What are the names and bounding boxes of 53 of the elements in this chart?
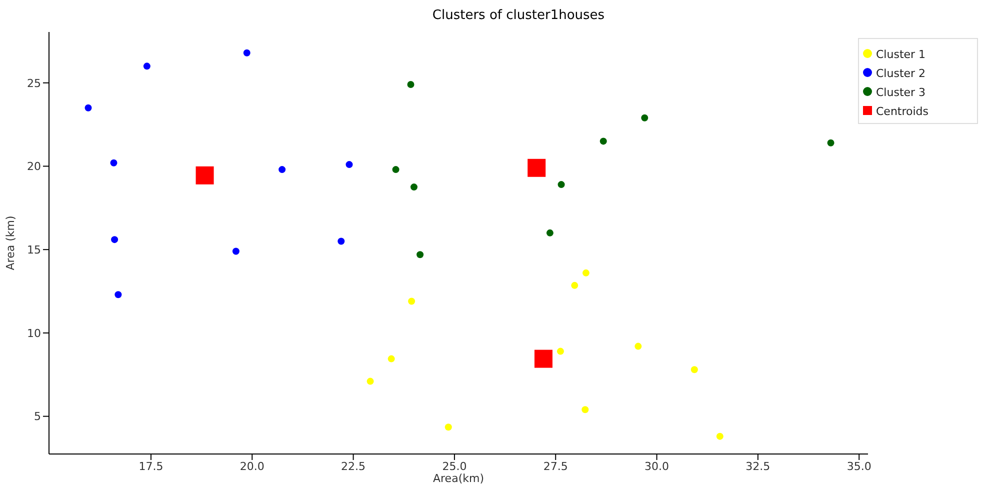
x-tick-label: 27.5 xyxy=(543,460,568,473)
y-tick-label: 5 xyxy=(34,410,41,424)
point xyxy=(528,158,546,177)
x-tick-label: 30.0 xyxy=(644,460,670,473)
y-tick-label: 25 xyxy=(27,76,41,90)
x-tick-label: 25.0 xyxy=(442,460,467,473)
point xyxy=(600,138,607,145)
point xyxy=(84,104,92,112)
x-axis-title: Area(km) xyxy=(433,472,484,485)
point xyxy=(534,350,552,368)
point xyxy=(408,298,416,305)
point xyxy=(232,248,240,255)
point xyxy=(416,251,424,258)
point xyxy=(388,355,395,362)
point xyxy=(143,62,150,70)
y-tick-label: 10 xyxy=(27,326,41,340)
point xyxy=(392,166,400,174)
point xyxy=(558,181,565,188)
point xyxy=(410,184,418,191)
y-tick-label: 15 xyxy=(27,243,41,256)
point xyxy=(110,159,118,166)
point xyxy=(444,424,452,431)
point xyxy=(196,166,214,184)
x-tick-label: 32.5 xyxy=(746,460,770,473)
point xyxy=(634,342,642,350)
y-axis-title: Area (km) xyxy=(4,216,17,270)
point xyxy=(556,348,564,355)
point xyxy=(278,166,286,174)
point xyxy=(690,366,698,374)
point xyxy=(366,378,374,385)
y-tick-label: 20 xyxy=(27,160,41,174)
point xyxy=(407,81,414,88)
x-tick-label: 20.0 xyxy=(240,460,264,473)
x-tick-label: 35.0 xyxy=(846,460,872,473)
point xyxy=(582,406,589,414)
point xyxy=(546,229,554,236)
legend-label: Cluster 3 xyxy=(876,86,926,99)
point xyxy=(346,161,353,168)
legend-label: Cluster 2 xyxy=(876,67,926,80)
point xyxy=(114,291,122,298)
legend-label: Centroids xyxy=(876,105,929,118)
point xyxy=(716,432,724,440)
x-tick-label: 22.5 xyxy=(341,460,366,473)
point xyxy=(338,238,345,245)
point xyxy=(111,236,118,244)
legend-label: Cluster 1 xyxy=(876,48,926,61)
chart-title: Clusters of cluster1houses xyxy=(431,8,606,23)
x-tick-label: 17.5 xyxy=(138,460,164,473)
point xyxy=(571,282,578,289)
point xyxy=(641,114,648,122)
point xyxy=(243,49,250,56)
point xyxy=(827,139,834,146)
point xyxy=(582,269,590,276)
